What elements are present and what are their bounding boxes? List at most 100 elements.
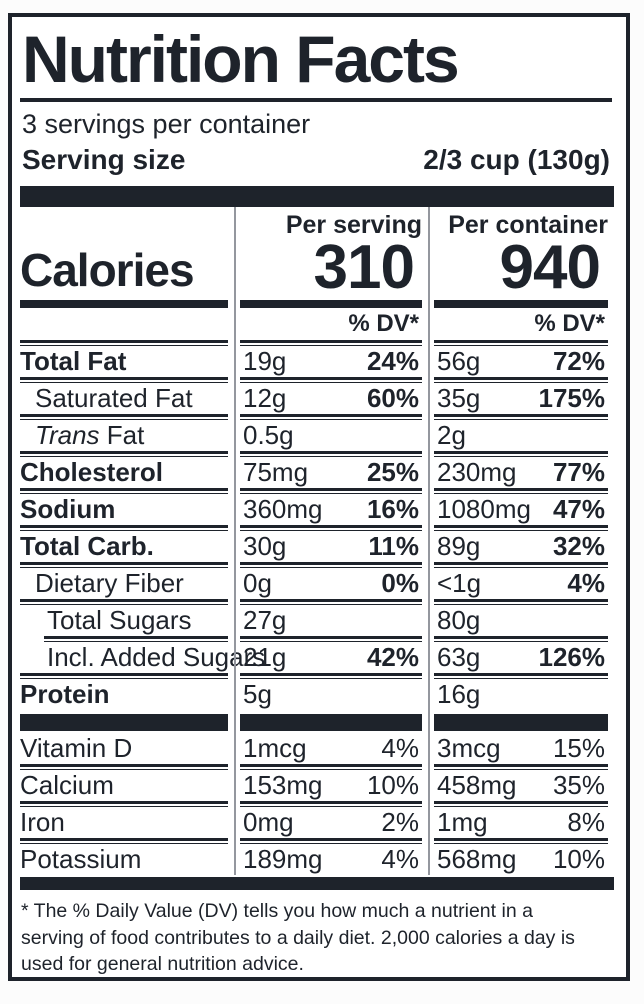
- per-container-cell: 230mg 77%: [434, 457, 608, 488]
- per-serving-dv: 0%: [381, 567, 419, 598]
- per-serving-dv: 11%: [368, 530, 419, 561]
- per-serving-dv: 24%: [366, 345, 419, 376]
- per-serving-cell: 5g: [240, 679, 422, 710]
- calories-per-serving: Per serving 310: [240, 210, 422, 302]
- per-container-dv: 15%: [552, 732, 605, 763]
- nutrient-row: Potassium 189mg 4% 568mg 10%: [20, 844, 612, 875]
- calories-underline: [20, 297, 612, 308]
- per-serving-amount: 30g: [243, 530, 287, 561]
- per-serving-header: Per serving: [285, 210, 422, 239]
- per-container-amount: 458mg: [437, 769, 517, 800]
- nutrient-name: Total Sugars: [47, 604, 192, 635]
- per-serving-amount: 0g: [243, 567, 272, 598]
- row-divider: [20, 450, 612, 457]
- per-serving-amount: 12g: [243, 382, 287, 413]
- per-serving-cell: 12g 60%: [240, 383, 422, 414]
- calories-row: Calories Per serving 310 Per container 9…: [20, 207, 612, 302]
- per-serving-amount: 153mg: [243, 769, 323, 800]
- row-divider: [20, 800, 612, 807]
- per-container-cell: 3mcg 15%: [434, 733, 608, 764]
- nutrient-name: Calcium: [20, 769, 114, 800]
- per-container-amount: 1mg: [437, 806, 488, 837]
- nutrient-name-cell: Total Carb.: [20, 531, 228, 562]
- per-serving-amount: 0mg: [243, 806, 294, 837]
- nutrient-row: Saturated Fat 12g 60% 35g 175%: [20, 383, 612, 414]
- nutrient-row: Protein 5g 16g: [20, 679, 612, 710]
- serving-size-value: 2/3 cup (130g): [423, 143, 610, 175]
- per-container-amount: 2g: [437, 419, 466, 450]
- nutrient-name-cell: Calcium: [20, 770, 228, 801]
- nutrient-name-cell: Iron: [20, 807, 228, 838]
- nutrient-row: Total Carb. 30g 11% 89g 32%: [20, 531, 612, 562]
- row-divider: [20, 763, 612, 770]
- row-divider: [20, 487, 612, 494]
- per-container-cell: 89g 32%: [434, 531, 608, 562]
- servings-per-container: 3 servings per container: [22, 108, 311, 139]
- label-title: Nutrition Facts: [22, 22, 460, 96]
- row-divider: [20, 376, 612, 383]
- row-divider: [20, 339, 612, 346]
- nutrient-row: Trans Fat 0.5g 2g: [20, 420, 612, 451]
- per-serving-amount: 189mg: [243, 843, 323, 874]
- per-serving-cell: 75mg 25%: [240, 457, 422, 488]
- per-container-amount: 16g: [437, 678, 481, 709]
- nutrient-row: Total Fat 19g 24% 56g 72%: [20, 346, 612, 377]
- calories-label: Calories: [20, 243, 195, 296]
- vitamin-rows: Vitamin D 1mcg 4% 3mcg 15% Calcium 153mg…: [20, 733, 612, 875]
- nutrient-row: Cholesterol 75mg 25% 230mg 77%: [20, 457, 612, 488]
- row-divider: [20, 598, 612, 605]
- per-serving-cell: 21g 42%: [240, 642, 422, 673]
- title-rule: [20, 97, 612, 102]
- per-serving-amount: 19g: [243, 345, 287, 376]
- daily-value-header-row: % DV* % DV*: [20, 308, 612, 340]
- per-serving-cell: 30g 11%: [240, 531, 422, 562]
- column-divider-right: [428, 206, 430, 875]
- nutrient-name-cell: Total Fat: [20, 346, 228, 377]
- nutrient-name: Total Carb.: [20, 530, 154, 561]
- per-serving-cell: 0g 0%: [240, 568, 422, 599]
- per-serving-cell: 19g 24%: [240, 346, 422, 377]
- per-container-cell: 63g 126%: [434, 642, 608, 673]
- row-divider: [20, 837, 612, 844]
- serving-size-row: Serving size 2/3 cup (130g): [12, 140, 626, 186]
- per-container-dv: 77%: [552, 456, 605, 487]
- nutrient-name-cell: Cholesterol: [20, 457, 228, 488]
- per-container-dv: 10%: [552, 843, 605, 874]
- header-separator-bar: [20, 185, 614, 207]
- per-container-cell: 568mg 10%: [434, 844, 608, 875]
- per-serving-calories-value: 310: [313, 232, 415, 302]
- row-divider: [20, 672, 612, 679]
- per-serving-amount: 0.5g: [243, 419, 294, 450]
- nutrition-grid: Calories Per serving 310 Per container 9…: [12, 206, 626, 875]
- nutrient-row: Incl. Added Sugars 21g 42% 63g 126%: [20, 642, 612, 673]
- nutrient-name-cell: Potassium: [20, 844, 228, 875]
- per-serving-dv: 16%: [366, 493, 419, 524]
- nutrient-row: Total Sugars 27g 80g: [20, 605, 612, 636]
- nutrient-name-cell: Sodium: [20, 494, 228, 525]
- nutrient-name: Cholesterol: [20, 456, 164, 487]
- per-serving-dv: 4%: [381, 732, 419, 763]
- serving-size-label: Serving size: [22, 143, 186, 175]
- per-serving-cell: 189mg 4%: [240, 844, 422, 875]
- row-divider: [20, 524, 612, 531]
- per-container-cell: 56g 72%: [434, 346, 608, 377]
- nutrient-name-cell: Vitamin D: [20, 733, 228, 764]
- per-container-dv: 47%: [552, 493, 605, 524]
- nutrient-name-cell: Total Sugars: [20, 605, 228, 636]
- per-container-cell: 35g 175%: [434, 383, 608, 414]
- nutrient-name: Incl. Added Sugars: [47, 641, 266, 672]
- nutrient-row: Sodium 360mg 16% 1080mg 47%: [20, 494, 612, 525]
- dv-header-serving: % DV*: [348, 309, 419, 337]
- per-container-dv: 175%: [538, 382, 606, 413]
- nutrient-row: Vitamin D 1mcg 4% 3mcg 15%: [20, 733, 612, 764]
- per-container-cell: 1080mg 47%: [434, 494, 608, 525]
- per-serving-cell: 360mg 16%: [240, 494, 422, 525]
- nutrient-name-cell: Trans Fat: [20, 420, 228, 451]
- per-container-amount: 1080mg: [437, 493, 531, 524]
- nutrient-name: Protein: [20, 678, 110, 709]
- nutrient-name-italic: Trans: [35, 419, 100, 450]
- per-container-amount: 80g: [437, 604, 481, 635]
- per-serving-amount: 1mcg: [243, 732, 307, 763]
- per-serving-dv: 2%: [381, 806, 419, 837]
- nutrient-name: Potassium: [20, 843, 142, 874]
